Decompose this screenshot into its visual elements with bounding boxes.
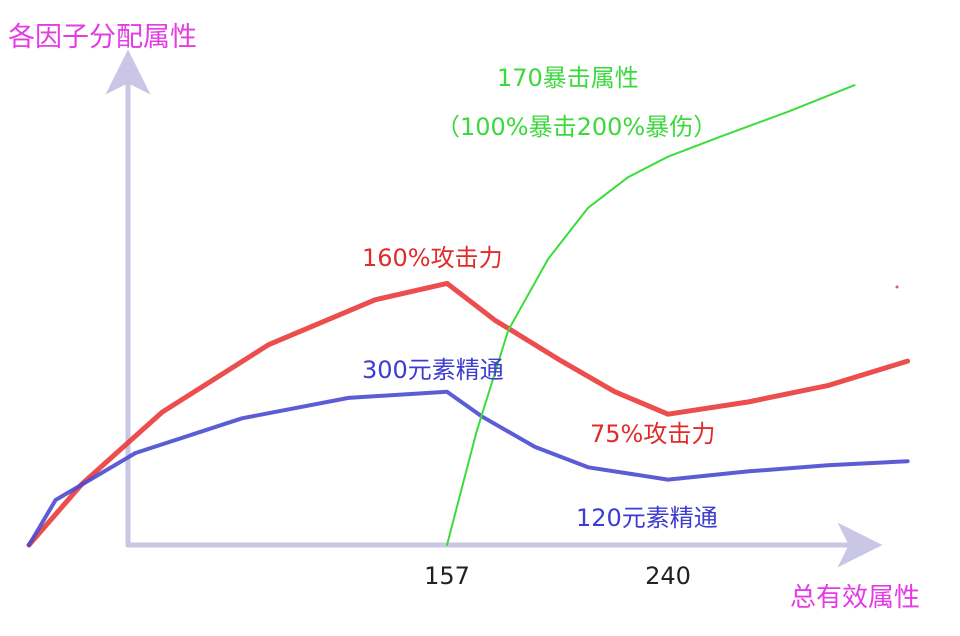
annotation-crit: 170暴击属性 [497,64,639,92]
annotation-em-end: 120元素精通 [576,504,718,532]
x-tick-label: 157 [424,562,470,590]
annotation-crit-detail: （100%暴击200%暴伤） [436,113,717,141]
series-line-crit [446,84,856,546]
annotation-em-peak: 300元素精通 [362,356,504,384]
annotation-atk-end: 75%攻击力 [590,420,715,448]
annotation-atk-peak: 160%攻击力 [362,244,503,272]
x-tick-label: 240 [645,562,691,590]
series-line-atk [26,280,911,548]
y-axis-label: 各因子分配属性 [8,22,197,53]
x-axis-label: 总有效属性 [790,583,920,613]
stray-dot [895,285,899,289]
